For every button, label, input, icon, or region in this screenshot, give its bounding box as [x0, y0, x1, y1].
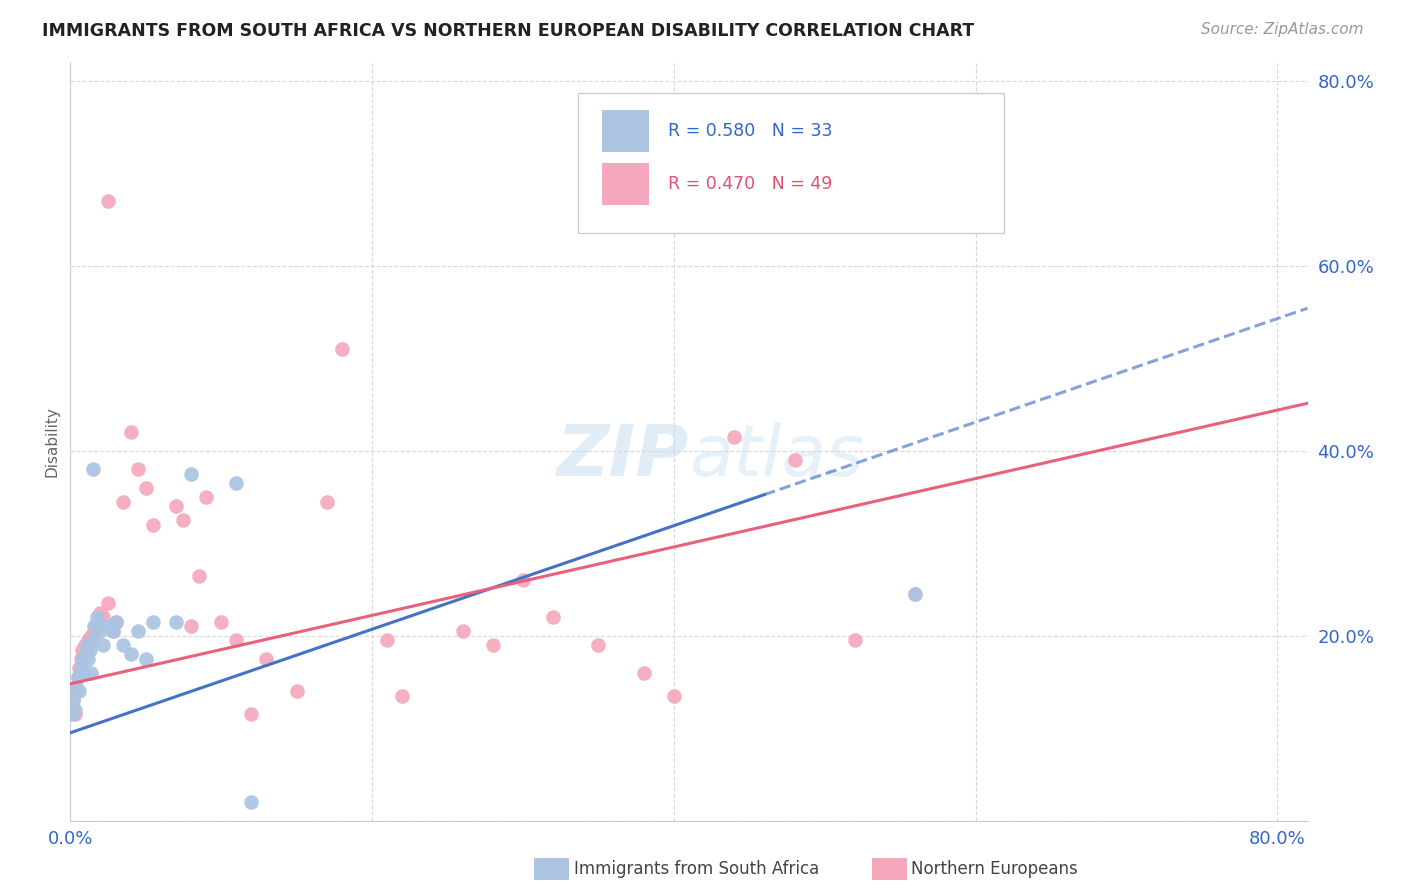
Point	[195, 490, 218, 504]
Point	[62, 693, 84, 707]
Point	[65, 684, 87, 698]
Point	[101, 624, 124, 639]
Point	[180, 467, 202, 481]
Point	[70, 661, 93, 675]
Point	[512, 573, 534, 587]
Point	[77, 633, 100, 648]
Text: R = 0.470   N = 49: R = 0.470 N = 49	[668, 175, 832, 193]
Point	[75, 647, 97, 661]
Point	[97, 596, 120, 610]
Point	[65, 680, 87, 694]
Point	[62, 693, 84, 707]
Point	[60, 707, 83, 722]
Point	[93, 638, 115, 652]
Point	[66, 670, 89, 684]
Point	[80, 629, 103, 643]
Point	[844, 633, 866, 648]
Point	[723, 430, 745, 444]
Point	[63, 703, 86, 717]
Point	[481, 638, 503, 652]
Point	[67, 661, 90, 675]
Text: Northern Europeans: Northern Europeans	[911, 860, 1078, 878]
Point	[79, 642, 101, 657]
Point	[80, 665, 103, 680]
FancyBboxPatch shape	[578, 93, 1004, 233]
Point	[112, 494, 135, 508]
Point	[240, 795, 263, 809]
Point	[225, 633, 247, 648]
Point	[97, 619, 120, 633]
Point	[662, 689, 685, 703]
Point	[60, 703, 83, 717]
Point	[783, 453, 806, 467]
Point	[330, 342, 353, 356]
Point	[904, 587, 927, 601]
Point	[391, 689, 413, 703]
Point	[97, 194, 120, 208]
Point	[82, 633, 104, 648]
Text: R = 0.580   N = 33: R = 0.580 N = 33	[668, 121, 832, 140]
Point	[127, 462, 149, 476]
Point	[83, 624, 105, 639]
Point	[127, 624, 149, 639]
Point	[285, 684, 308, 698]
Bar	[602, 163, 650, 204]
Text: IMMIGRANTS FROM SOUTH AFRICA VS NORTHERN EUROPEAN DISABILITY CORRELATION CHART: IMMIGRANTS FROM SOUTH AFRICA VS NORTHERN…	[42, 22, 974, 40]
Point	[93, 610, 115, 624]
Point	[135, 481, 157, 495]
Point	[142, 517, 165, 532]
Point	[72, 642, 94, 657]
Point	[165, 615, 187, 629]
Point	[315, 494, 337, 508]
Point	[120, 425, 142, 440]
Text: ZIP: ZIP	[557, 422, 689, 491]
Point	[63, 707, 86, 722]
Text: Source: ZipAtlas.com: Source: ZipAtlas.com	[1201, 22, 1364, 37]
Point	[76, 638, 98, 652]
Point	[82, 462, 104, 476]
Point	[165, 500, 187, 514]
Point	[120, 647, 142, 661]
Bar	[602, 110, 650, 152]
Y-axis label: Disability: Disability	[44, 406, 59, 477]
Point	[256, 652, 278, 666]
Point	[172, 513, 194, 527]
Point	[209, 615, 232, 629]
Point	[86, 619, 108, 633]
Point	[135, 652, 157, 666]
Point	[180, 619, 202, 633]
Point	[240, 707, 263, 722]
Point	[66, 670, 89, 684]
Point	[451, 624, 474, 639]
Point	[83, 619, 105, 633]
Point	[142, 615, 165, 629]
Point	[588, 638, 610, 652]
Point	[77, 652, 100, 666]
Point	[633, 665, 655, 680]
Point	[541, 610, 564, 624]
Point	[89, 624, 111, 639]
Point	[375, 633, 398, 648]
Point	[112, 638, 135, 652]
Point	[104, 615, 127, 629]
Point	[225, 476, 247, 491]
Point	[187, 568, 209, 582]
Point	[75, 638, 97, 652]
Text: atlas: atlas	[689, 422, 863, 491]
Point	[904, 587, 927, 601]
Point	[101, 624, 124, 639]
Point	[89, 606, 111, 620]
Point	[67, 684, 90, 698]
Point	[73, 665, 96, 680]
Point	[104, 615, 127, 629]
Point	[86, 610, 108, 624]
Point	[70, 652, 93, 666]
Point	[72, 652, 94, 666]
Text: Immigrants from South Africa: Immigrants from South Africa	[574, 860, 818, 878]
